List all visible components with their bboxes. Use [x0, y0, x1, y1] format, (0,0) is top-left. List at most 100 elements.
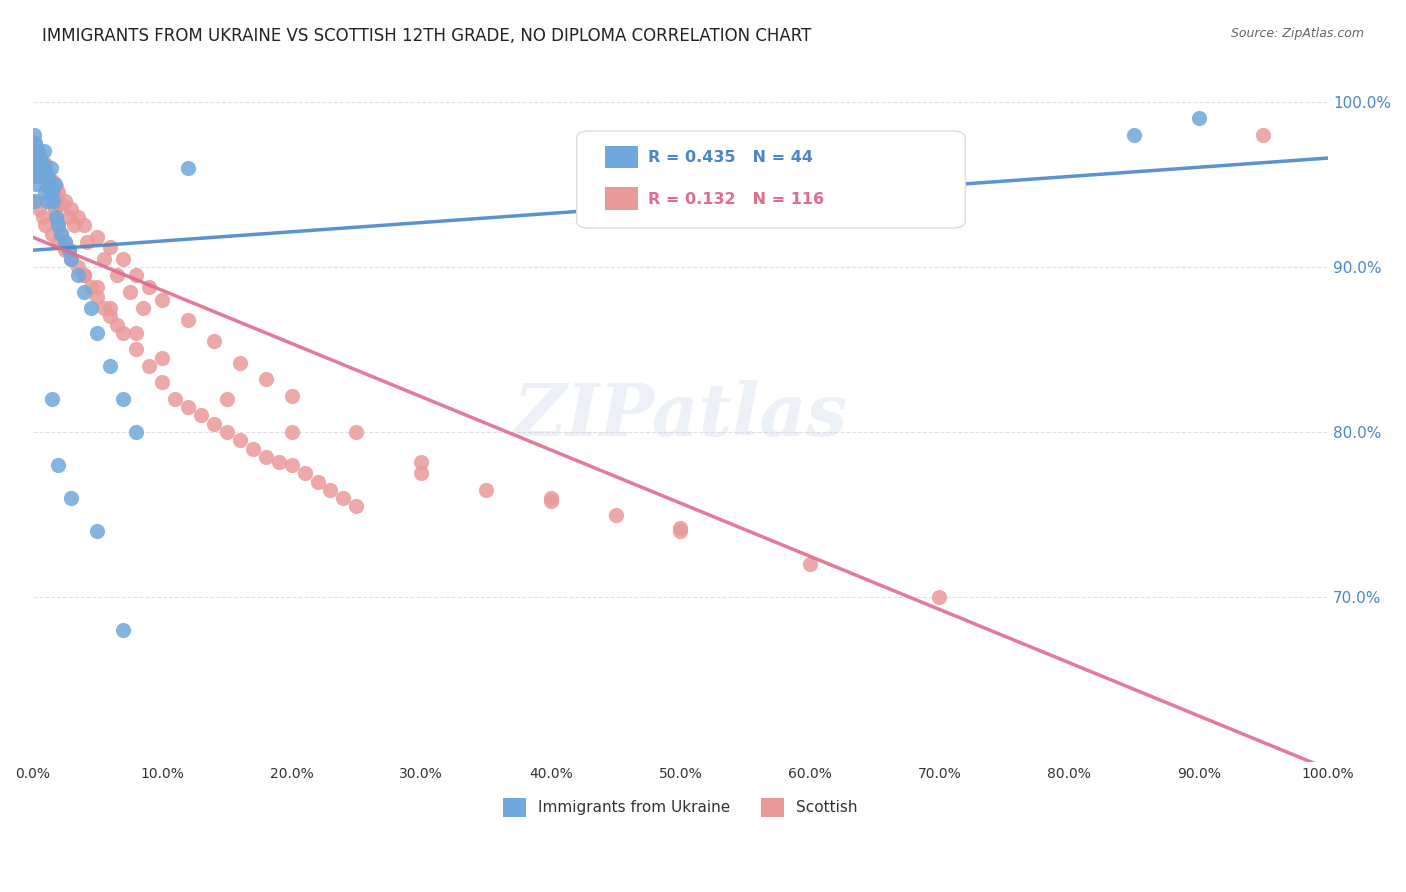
Point	[150, 376, 173, 390]
Point	[125, 343, 148, 357]
Point	[190, 409, 212, 423]
Text: R = 0.132   N = 116: R = 0.132 N = 116	[648, 192, 824, 207]
Point	[799, 557, 821, 571]
Point	[48, 186, 70, 200]
Point	[32, 161, 55, 175]
Point	[125, 425, 148, 439]
FancyBboxPatch shape	[605, 145, 637, 169]
Point	[60, 252, 83, 266]
Point	[332, 491, 354, 505]
Point	[98, 240, 121, 254]
Point	[138, 359, 160, 373]
Point	[540, 491, 562, 505]
Point	[32, 169, 55, 183]
Point	[49, 227, 72, 241]
Text: Source: ZipAtlas.com: Source: ZipAtlas.com	[1230, 27, 1364, 40]
Point	[280, 389, 302, 403]
Point	[27, 157, 49, 171]
Point	[48, 458, 70, 472]
Point	[202, 417, 225, 431]
Point	[24, 136, 46, 150]
Point	[267, 455, 290, 469]
Point	[105, 318, 128, 332]
Point	[60, 252, 83, 266]
Point	[605, 508, 627, 522]
Point	[44, 177, 66, 191]
Point	[28, 161, 51, 175]
Point	[41, 227, 63, 241]
Point	[86, 524, 108, 538]
Point	[229, 356, 252, 370]
Point	[31, 211, 53, 225]
Point	[112, 252, 135, 266]
Point	[86, 326, 108, 340]
Point	[669, 524, 692, 538]
Point	[1187, 111, 1209, 125]
Point	[202, 334, 225, 348]
Point	[112, 624, 135, 638]
Point	[105, 268, 128, 282]
Point	[58, 211, 80, 225]
Point	[86, 289, 108, 303]
Point	[60, 491, 83, 505]
Point	[1122, 128, 1144, 142]
Point	[45, 180, 67, 194]
Point	[31, 169, 53, 183]
Point	[66, 268, 89, 282]
Point	[28, 202, 51, 216]
Point	[229, 434, 252, 448]
Point	[30, 153, 52, 167]
Point	[98, 359, 121, 373]
Point	[48, 219, 70, 233]
Point	[42, 194, 65, 208]
Point	[31, 161, 53, 175]
Point	[31, 164, 53, 178]
Point	[669, 521, 692, 535]
Point	[150, 351, 173, 365]
Point	[307, 475, 329, 489]
Point	[53, 235, 76, 249]
Point	[58, 244, 80, 258]
Point	[42, 197, 65, 211]
Point	[35, 194, 58, 208]
Point	[39, 190, 62, 204]
Point	[30, 153, 52, 167]
Point	[58, 244, 80, 258]
Point	[49, 227, 72, 241]
Point	[80, 301, 103, 315]
Point	[138, 279, 160, 293]
Point	[125, 268, 148, 282]
Point	[86, 230, 108, 244]
Point	[411, 455, 433, 469]
Point	[112, 326, 135, 340]
Point	[28, 153, 51, 167]
Point	[150, 293, 173, 307]
Point	[177, 401, 200, 415]
Point	[27, 169, 49, 183]
Point	[45, 211, 67, 225]
Point	[475, 483, 498, 497]
Point	[118, 285, 141, 299]
Point	[34, 169, 56, 183]
Point	[44, 202, 66, 216]
Point	[28, 153, 51, 167]
Point	[24, 169, 46, 183]
Legend: Immigrants from Ukraine, Scottish: Immigrants from Ukraine, Scottish	[495, 790, 865, 824]
Point	[35, 169, 58, 183]
Point	[73, 219, 96, 233]
Point	[32, 144, 55, 158]
Point	[344, 425, 367, 439]
Point	[1253, 128, 1275, 142]
Point	[86, 279, 108, 293]
Point	[48, 235, 70, 249]
Point	[73, 285, 96, 299]
Point	[48, 219, 70, 233]
Point	[294, 467, 316, 481]
Point	[53, 194, 76, 208]
Point	[27, 144, 49, 158]
Point	[73, 268, 96, 282]
Point	[76, 235, 98, 249]
Point	[39, 161, 62, 175]
Point	[53, 235, 76, 249]
Point	[31, 161, 53, 175]
